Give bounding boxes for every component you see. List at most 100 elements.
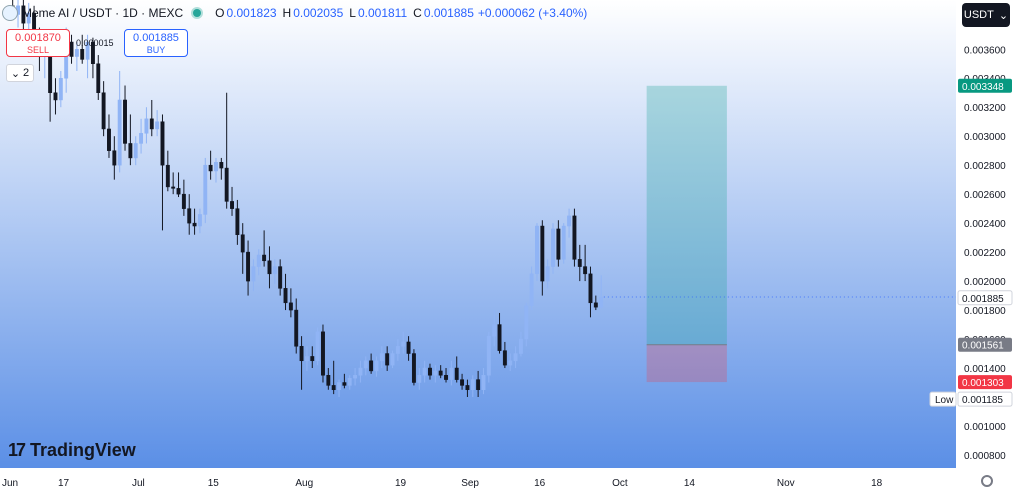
candle[interactable] bbox=[219, 162, 224, 169]
candle[interactable] bbox=[117, 99, 122, 166]
candle[interactable] bbox=[53, 92, 58, 101]
candle[interactable] bbox=[139, 133, 144, 144]
candle[interactable] bbox=[299, 346, 304, 362]
candle[interactable] bbox=[58, 77, 63, 101]
candle[interactable] bbox=[208, 164, 213, 172]
candle[interactable] bbox=[160, 121, 165, 166]
candle[interactable] bbox=[556, 228, 561, 260]
candle[interactable] bbox=[214, 162, 218, 172]
candle[interactable] bbox=[583, 266, 588, 275]
candle[interactable] bbox=[321, 331, 325, 376]
candle[interactable] bbox=[444, 375, 448, 380]
candle[interactable] bbox=[192, 222, 197, 227]
candle[interactable] bbox=[197, 214, 202, 227]
sell-button[interactable]: 0.001870 SELL bbox=[6, 29, 70, 57]
candle[interactable] bbox=[454, 367, 459, 380]
candle[interactable] bbox=[406, 341, 411, 354]
buy-button[interactable]: 0.001885 BUY bbox=[124, 29, 188, 57]
candle[interactable] bbox=[518, 338, 523, 354]
candle[interactable] bbox=[262, 254, 267, 262]
candle[interactable] bbox=[144, 118, 149, 134]
candle[interactable] bbox=[203, 164, 208, 215]
candle[interactable] bbox=[460, 379, 465, 386]
candle[interactable] bbox=[422, 367, 427, 376]
candle[interactable] bbox=[272, 266, 277, 275]
candle[interactable] bbox=[476, 379, 481, 391]
candle[interactable] bbox=[551, 228, 555, 267]
candle[interactable] bbox=[379, 353, 384, 362]
candle[interactable] bbox=[74, 49, 79, 57]
candle[interactable] bbox=[513, 353, 518, 362]
candle[interactable] bbox=[181, 193, 186, 209]
candle[interactable] bbox=[417, 375, 422, 383]
candle[interactable] bbox=[235, 208, 240, 235]
candle[interactable] bbox=[470, 379, 475, 391]
candle[interactable] bbox=[310, 356, 315, 362]
candle[interactable] bbox=[411, 353, 416, 383]
candle[interactable] bbox=[385, 353, 390, 366]
candle[interactable] bbox=[358, 367, 363, 376]
candle[interactable] bbox=[283, 288, 288, 304]
candle[interactable] bbox=[433, 370, 438, 376]
currency-button[interactable]: USDT ⌄ bbox=[962, 3, 1010, 27]
candle[interactable] bbox=[481, 375, 486, 391]
candle[interactable] bbox=[224, 167, 229, 202]
candle[interactable] bbox=[524, 305, 529, 340]
candle[interactable] bbox=[331, 385, 336, 391]
candle[interactable] bbox=[588, 273, 593, 304]
candle[interactable] bbox=[288, 302, 293, 311]
candle[interactable] bbox=[337, 382, 341, 391]
candle[interactable] bbox=[251, 266, 256, 282]
position-target-zone[interactable] bbox=[646, 85, 727, 345]
candle[interactable] bbox=[374, 360, 379, 372]
candle[interactable] bbox=[278, 266, 283, 289]
candle[interactable] bbox=[577, 259, 582, 267]
candle[interactable] bbox=[342, 382, 347, 386]
candle[interactable] bbox=[112, 150, 117, 166]
candle[interactable] bbox=[176, 188, 181, 195]
candle[interactable] bbox=[171, 186, 176, 189]
candle[interactable] bbox=[294, 309, 299, 347]
candle[interactable] bbox=[123, 99, 127, 144]
candle[interactable] bbox=[593, 302, 598, 308]
candle[interactable] bbox=[353, 375, 358, 379]
candle[interactable] bbox=[315, 331, 320, 362]
candle[interactable] bbox=[390, 353, 395, 366]
candle[interactable] bbox=[107, 128, 111, 151]
candle[interactable] bbox=[347, 377, 352, 386]
candle[interactable] bbox=[502, 350, 507, 366]
candle[interactable] bbox=[246, 251, 251, 282]
candle[interactable] bbox=[486, 335, 491, 376]
candle[interactable] bbox=[96, 63, 101, 93]
candle[interactable] bbox=[529, 273, 534, 306]
candle[interactable] bbox=[438, 370, 443, 376]
candle[interactable] bbox=[187, 208, 192, 224]
candle[interactable] bbox=[508, 360, 513, 366]
candle[interactable] bbox=[535, 225, 539, 275]
candle[interactable] bbox=[449, 367, 454, 380]
candle[interactable] bbox=[128, 143, 133, 159]
candle[interactable] bbox=[395, 346, 400, 354]
candle[interactable] bbox=[497, 324, 502, 351]
candle[interactable] bbox=[599, 296, 604, 308]
candle[interactable] bbox=[572, 215, 577, 260]
candle[interactable] bbox=[561, 225, 566, 260]
candle[interactable] bbox=[240, 234, 245, 253]
candle[interactable] bbox=[69, 41, 74, 57]
gear-icon[interactable] bbox=[981, 475, 993, 487]
candle[interactable] bbox=[545, 266, 550, 282]
legend-toggle-button[interactable]: ⌄ 2 bbox=[6, 64, 34, 82]
candle[interactable] bbox=[133, 143, 138, 159]
candle[interactable] bbox=[80, 49, 85, 60]
time-axis[interactable] bbox=[0, 468, 956, 496]
candle[interactable] bbox=[256, 254, 261, 267]
symbol-title[interactable]: Meme AI / USDT · 1D · MEXC bbox=[22, 6, 184, 20]
candle[interactable] bbox=[165, 164, 170, 188]
candle[interactable] bbox=[85, 41, 90, 60]
candle[interactable] bbox=[304, 356, 309, 362]
candle[interactable] bbox=[230, 201, 234, 209]
candle[interactable] bbox=[90, 41, 95, 65]
tradingview-logo[interactable]: 17 TradingView bbox=[8, 440, 136, 461]
candle[interactable] bbox=[155, 121, 160, 130]
